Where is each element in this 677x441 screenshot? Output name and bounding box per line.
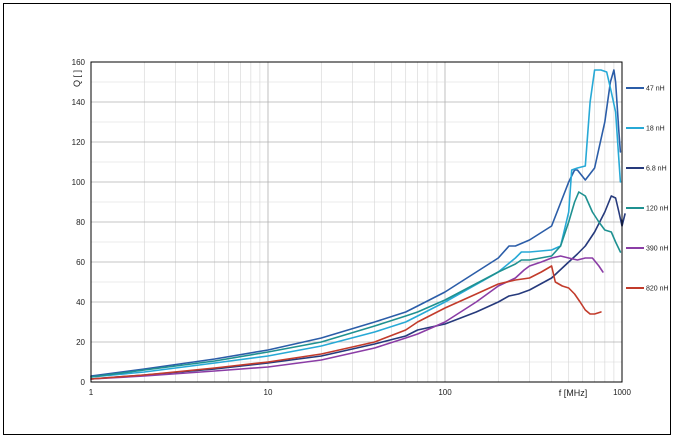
x-tick-label: 10 <box>264 388 273 397</box>
x-tick-label: 1 <box>89 388 94 397</box>
series-line-18-nh <box>90 69 622 378</box>
legend-label: 18 nH <box>646 126 665 133</box>
y-tick-label: 60 <box>76 258 85 267</box>
series-line-820-nh <box>90 265 602 380</box>
y-tick-label: 20 <box>76 338 85 347</box>
y-tick-label: 40 <box>76 298 85 307</box>
series-line-47-nh <box>90 69 622 377</box>
x-tick-label: 1000 <box>613 388 631 397</box>
series-line-390-nh <box>90 255 604 380</box>
y-tick-label: 160 <box>72 58 86 67</box>
y-tick-label: 140 <box>72 98 86 107</box>
y-tick-label: 0 <box>81 378 86 387</box>
tick-labels: 0 20 40 60 80 100 120 140 160 1 10 100 1000 <box>72 58 632 397</box>
plot-border <box>90 61 623 383</box>
series-line-6-8-nh <box>90 195 626 380</box>
legend-label: 47 nH <box>646 86 665 93</box>
series-layer <box>90 69 626 380</box>
legend-label: 390 nH <box>646 246 669 253</box>
y-tick-label: 120 <box>72 138 86 147</box>
y-tick-label: 80 <box>76 218 85 227</box>
legend-label: 120 nH <box>646 206 669 213</box>
x-tick-label: 100 <box>438 388 452 397</box>
series-line-120-nh <box>90 191 622 378</box>
y-tick-label: 100 <box>72 178 86 187</box>
legend-label: 820 nH <box>646 286 669 293</box>
legend: 47 nH 18 nH 6.8 nH 120 nH 390 nH 820 nH <box>626 86 669 293</box>
y-axis-title: Q [ ] <box>72 70 82 87</box>
legend-label: 6.8 nH <box>646 166 667 173</box>
x-axis-title: f [MHz] <box>559 388 588 398</box>
